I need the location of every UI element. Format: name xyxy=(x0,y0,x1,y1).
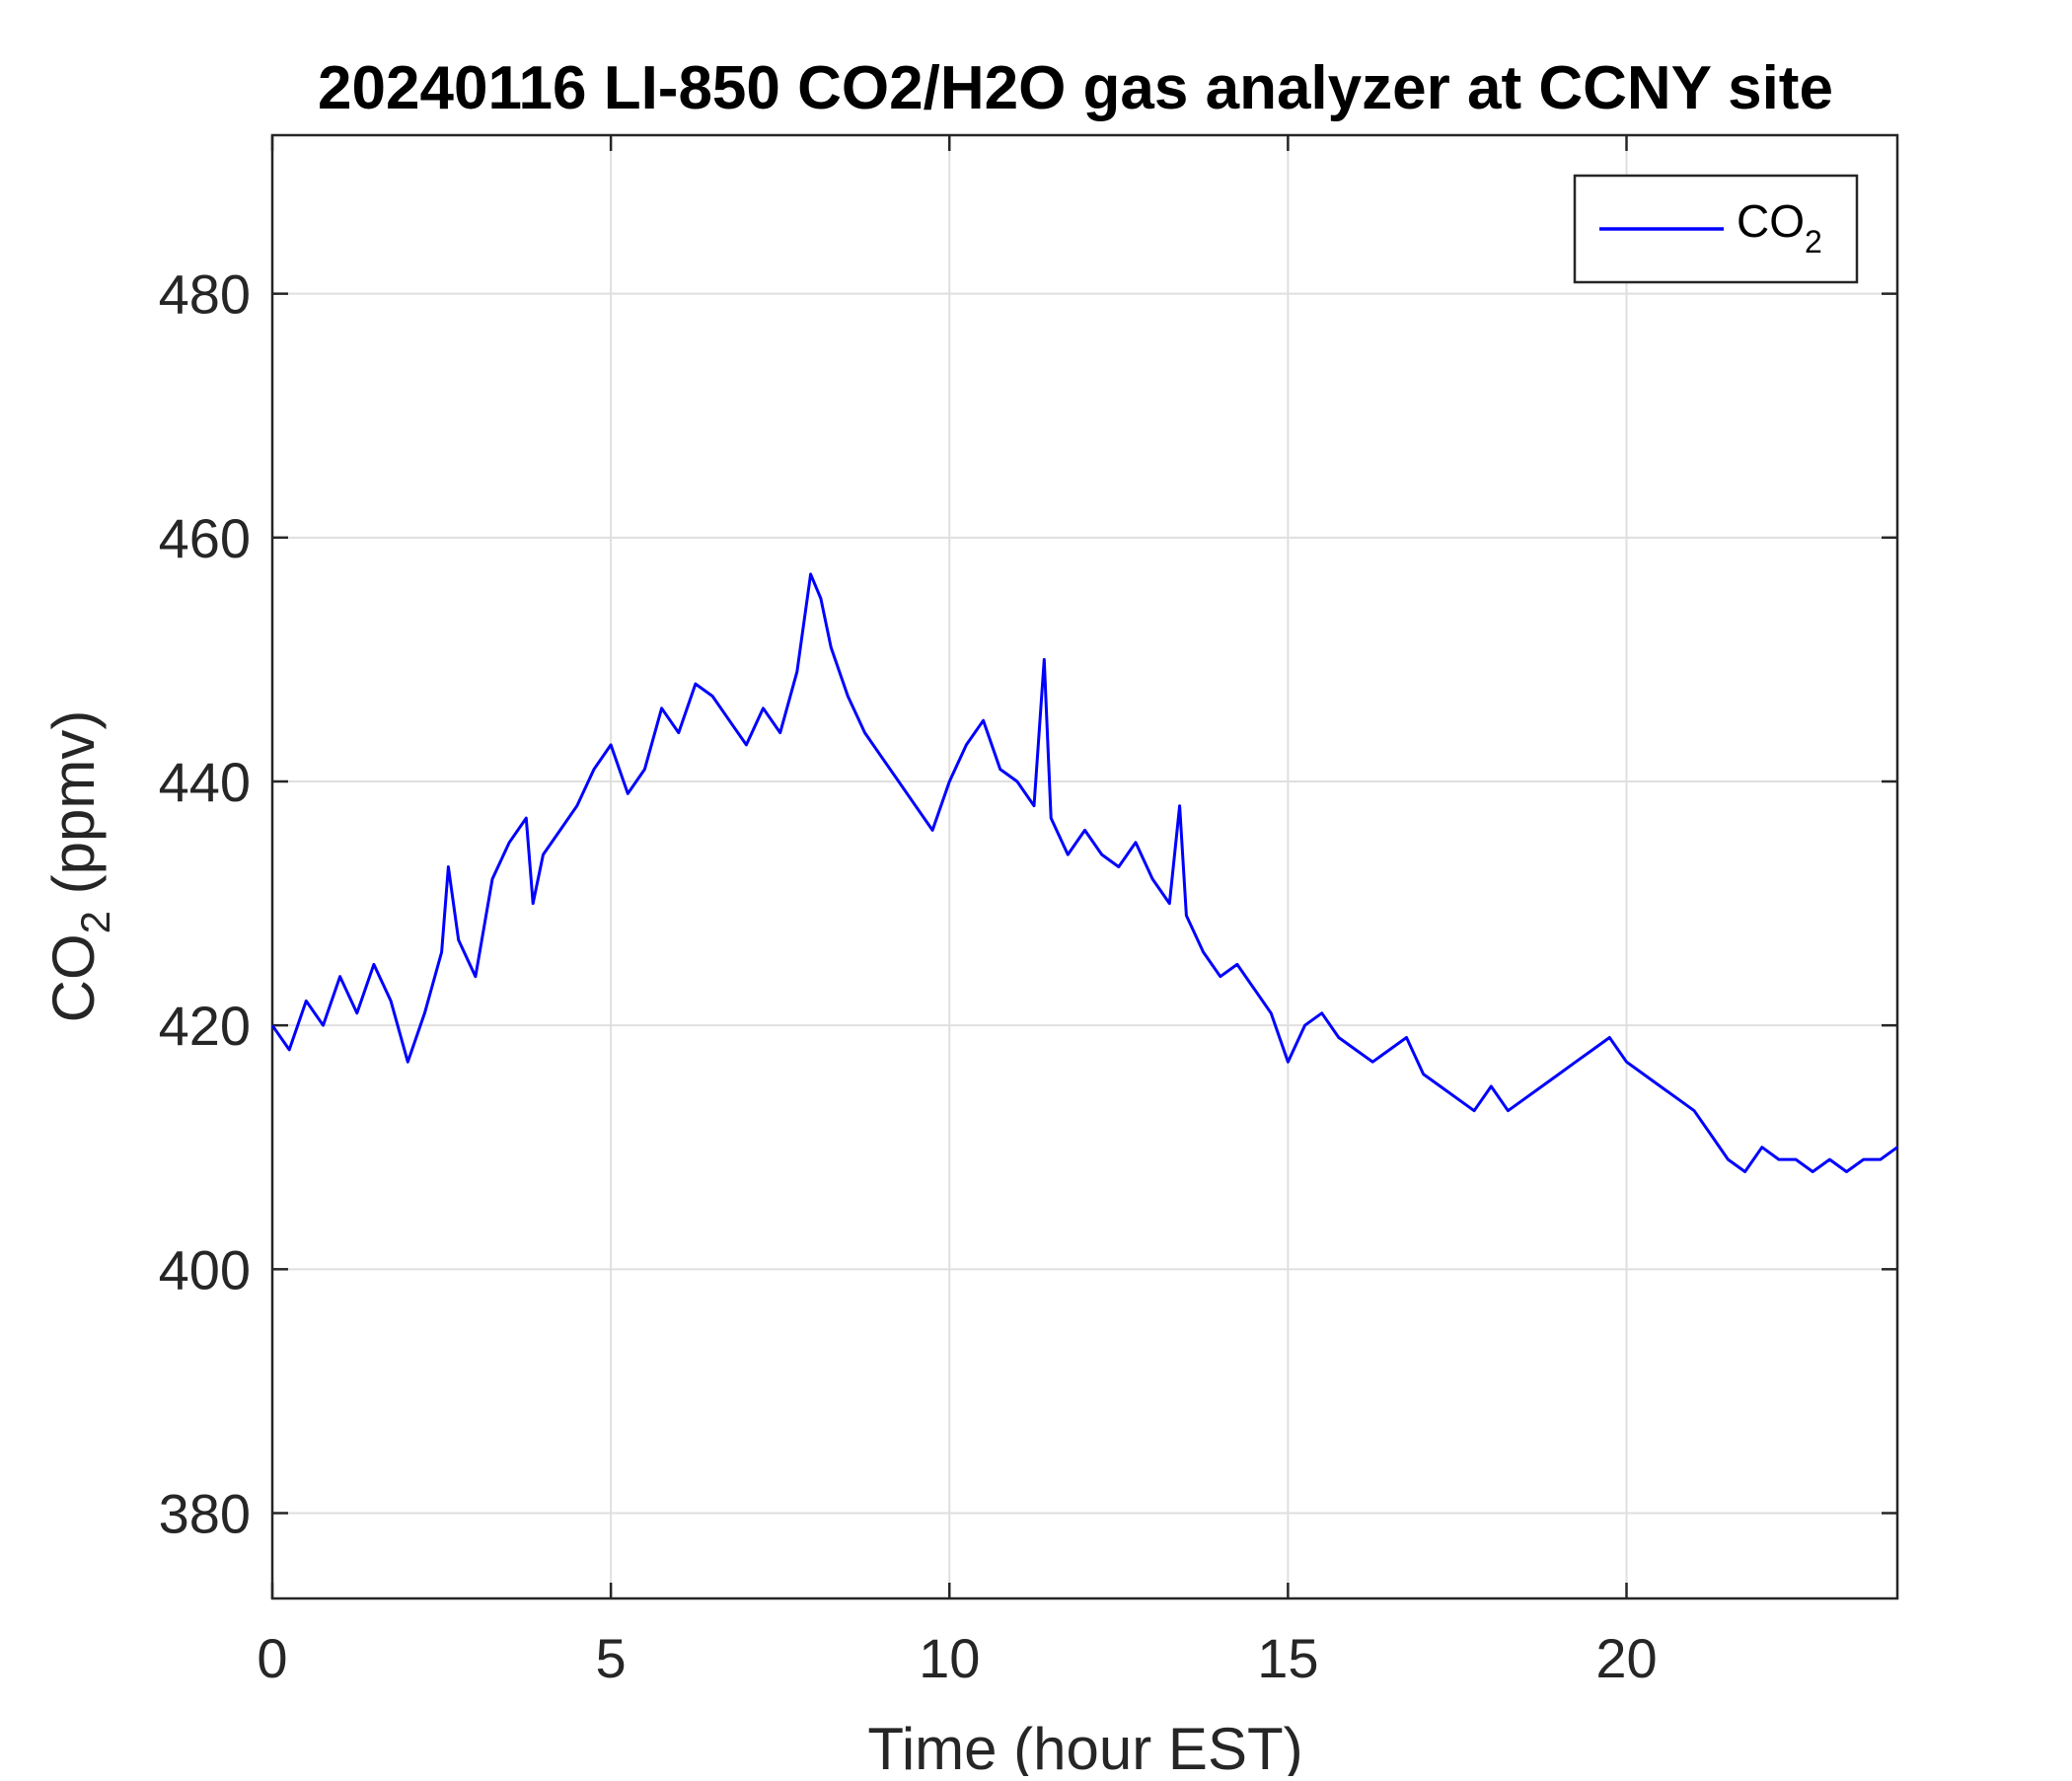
chart-title: 20240116 LI-850 CO2/H2O gas analyzer at … xyxy=(318,54,1833,122)
y-axis-label-units: (ppmv) xyxy=(40,710,107,911)
legend-label-subscript: 2 xyxy=(1805,224,1822,260)
x-tick-label: 20 xyxy=(1595,1627,1657,1689)
series-layer xyxy=(270,572,1898,1173)
legend-label-co2: CO2 xyxy=(1737,195,1822,260)
y-axis-label-subscript: 2 xyxy=(72,911,118,933)
y-axis-label: CO2 (ppmv) xyxy=(40,710,118,1023)
y-tick-label: 380 xyxy=(159,1482,251,1544)
x-tick-label: 5 xyxy=(596,1627,627,1689)
axis-ticks xyxy=(270,135,1897,1598)
grid-lines xyxy=(271,135,1897,1598)
legend: CO2 xyxy=(1573,174,1859,284)
y-tick-label: 440 xyxy=(159,751,251,813)
x-tick-label: 15 xyxy=(1257,1627,1318,1689)
y-tick-label: 400 xyxy=(159,1238,251,1300)
y-tick-label: 460 xyxy=(159,507,251,569)
x-tick-labels: 0 5 10 15 20 xyxy=(257,1627,1657,1689)
x-tick-label: 10 xyxy=(919,1627,980,1689)
x-tick-label: 0 xyxy=(257,1627,287,1689)
y-tick-label: 480 xyxy=(159,263,251,326)
x-axis-label: Time (hour EST) xyxy=(867,1716,1302,1776)
y-axis-label-base: CO xyxy=(40,933,107,1022)
plot-area-frame xyxy=(270,133,1899,1600)
y-tick-label: 420 xyxy=(159,995,251,1057)
y-tick-labels: 380 400 420 440 460 480 xyxy=(159,263,251,1545)
legend-label-base: CO xyxy=(1737,195,1805,247)
series-line-co2 xyxy=(270,572,1898,1173)
